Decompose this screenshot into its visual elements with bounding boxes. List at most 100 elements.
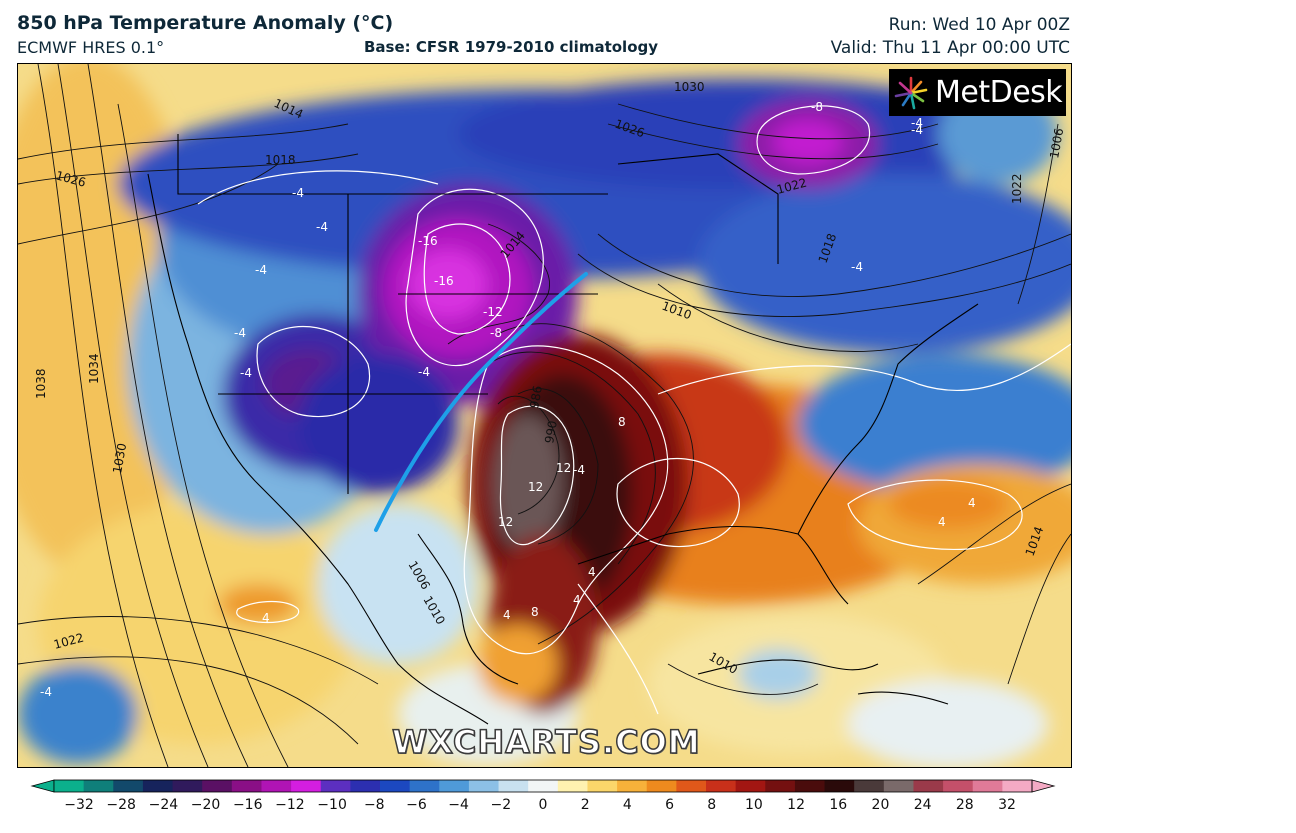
model-name: ECMWF HRES 0.1° [17, 38, 165, 57]
colorbar-cell [854, 780, 885, 792]
colorbar-cell [617, 780, 648, 792]
anomaly-label: -4 [573, 463, 585, 477]
colorbar-cell [439, 780, 470, 792]
anomaly-label: -4 [292, 186, 304, 200]
anomaly-label: -4 [418, 365, 430, 379]
colorbar-tick-label: 2 [580, 797, 590, 813]
colorbar-tick-label: −4 [448, 797, 469, 813]
colorbar-cell [83, 780, 114, 792]
anomaly-label: 12 [498, 515, 513, 529]
colorbar-tick-label: −28 [106, 797, 136, 813]
colorbar-cell [320, 780, 351, 792]
colorbar-cell [202, 780, 233, 792]
colorbar-max-arrow [1031, 779, 1056, 793]
colorbar-cell [528, 780, 559, 792]
anomaly-label: 4 [968, 496, 976, 510]
chart-title: 850 hPa Temperature Anomaly (°C) [17, 12, 394, 34]
colorbar-tick-label: 6 [665, 797, 674, 813]
isobar-label: 990 [542, 420, 560, 445]
cold-front-line [374, 272, 588, 532]
anomaly-label: 12 [528, 480, 543, 494]
colorbar-tick-label: 16 [829, 797, 848, 813]
colorbar-tick-label: 28 [955, 797, 974, 813]
anomaly-label: -8 [490, 326, 502, 340]
run-time: Run: Wed 10 Apr 00Z [888, 15, 1070, 35]
colorbar-cell [498, 780, 529, 792]
colorbar-tick-label: −32 [64, 797, 94, 813]
anomaly-label: 8 [531, 605, 539, 619]
colorbar-tick-label: −20 [190, 797, 221, 813]
metdesk-logo: MetDesk [889, 69, 1066, 116]
colorbar-cell [557, 780, 588, 792]
isobar-label: 986 [527, 385, 545, 410]
anomaly-label: 4 [588, 565, 596, 579]
isobar-label: 1018 [265, 153, 296, 167]
anomaly-label: -4 [240, 366, 252, 380]
colorbar-tick-label: 8 [707, 797, 717, 813]
anomaly-label: 4 [503, 608, 511, 622]
colorbar-cell [142, 780, 174, 792]
colorbar-tick-label: −12 [275, 797, 305, 813]
colorbar-cell [794, 780, 826, 792]
colorbar-cell [409, 780, 440, 792]
colorbar-cell [676, 780, 707, 792]
anomaly-label: -4 [851, 260, 863, 274]
isobar-label: 1006 [1047, 127, 1066, 160]
colorbar-tick-label: −10 [317, 797, 347, 813]
colorbar-cell [172, 780, 203, 792]
anomaly-label: -4 [911, 116, 923, 130]
colorbar-tick-label: 32 [998, 797, 1016, 813]
isobar-label: 1022 [1010, 173, 1024, 204]
colorbar-cell [468, 780, 500, 792]
colorbar-tick-label: 20 [871, 797, 890, 813]
valid-time: Valid: Thu 11 Apr 00:00 UTC [830, 38, 1070, 58]
colorbar-outline [53, 779, 1033, 793]
anomaly-labels: -8 -4 -4 -4 -4 -4 -16 -16 -12 -8 -4 -4 -… [40, 100, 976, 699]
wxcharts-watermark: WXCHARTS.COM [391, 722, 701, 762]
colorbar-cell [735, 780, 766, 792]
colorbar-tick-label: 24 [913, 797, 932, 813]
colorbar-cell [943, 780, 974, 792]
colorbar-cell [350, 780, 381, 792]
anomaly-label: 4 [573, 593, 581, 607]
colorbar-tick-label: 4 [622, 797, 632, 813]
colorbar-tick-label: −2 [490, 797, 512, 813]
colorbar-cell [291, 780, 322, 792]
anomaly-contours [197, 105, 1071, 715]
isobar-label: 1030 [674, 80, 705, 94]
colorbar-cell [380, 780, 411, 792]
isobar-label: 1034 [87, 353, 101, 384]
coastlines [147, 134, 979, 725]
colorbar-tick-label: −16 [232, 797, 263, 813]
anomaly-label: -4 [316, 220, 328, 234]
colorbar-tick-label: −6 [406, 797, 427, 813]
map-frame[interactable]: 1030 1026 1014 1018 1026 1022 1018 1014 … [17, 63, 1072, 768]
isobar-lines [18, 64, 1071, 767]
anomaly-label: -16 [434, 274, 454, 288]
anomaly-label: 12 [556, 461, 571, 475]
colorbar-cell [706, 780, 737, 792]
colorbar-cell [54, 780, 85, 792]
colorbar-cell [646, 780, 677, 792]
colorbar-tick-label: 0 [538, 797, 548, 813]
colorbar-cell [261, 780, 292, 792]
anomaly-label: -4 [234, 326, 246, 340]
anomaly-label: -4 [40, 685, 52, 699]
isobar-label: 1030 [110, 442, 129, 475]
anomaly-label: -8 [811, 100, 823, 114]
colorbar-cell [824, 780, 855, 792]
anomaly-label: -4 [911, 123, 923, 137]
anomaly-label: 4 [938, 515, 946, 529]
colorbar-min-arrow [30, 779, 55, 793]
colorbar-cell [913, 780, 944, 792]
colorbar-tick-label: 12 [787, 797, 805, 813]
colorbar-tick-label: −24 [148, 797, 179, 813]
anomaly-map[interactable]: 1030 1026 1014 1018 1026 1022 1018 1014 … [18, 64, 1071, 767]
colorbar-tick-label: −8 [363, 797, 385, 813]
anomaly-label: 4 [262, 611, 270, 625]
colorbar-cell [765, 780, 796, 792]
colorbar-cell [113, 780, 144, 792]
anomaly-label: 8 [618, 415, 626, 429]
colorbar-cell [1002, 780, 1033, 792]
isobar-label: 1038 [34, 368, 48, 399]
